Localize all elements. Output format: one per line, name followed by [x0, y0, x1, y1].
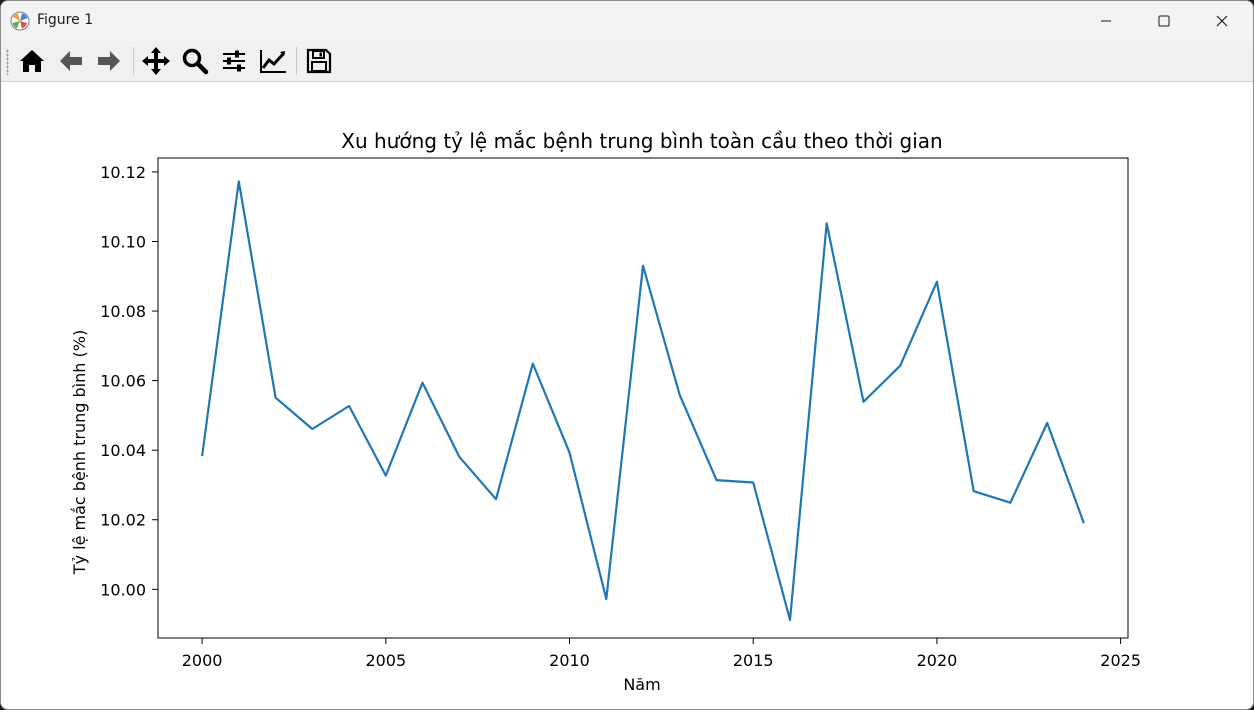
title-bar: Figure 1	[1, 1, 1253, 41]
chart-title: Xu hướng tỷ lệ mắc bệnh trung bình toàn …	[341, 129, 942, 153]
edit-axis-button[interactable]	[256, 45, 290, 77]
configure-subplots-button[interactable]	[217, 45, 251, 77]
save-button[interactable]	[302, 45, 336, 77]
arrow-right-icon	[98, 51, 120, 71]
minimize-button[interactable]	[1077, 1, 1135, 41]
move-icon	[142, 47, 170, 75]
zoom-button[interactable]	[178, 45, 212, 77]
line-chart-icon	[260, 50, 286, 73]
maximize-button[interactable]	[1135, 1, 1193, 41]
x-tick-label: 2025	[1100, 651, 1141, 670]
x-tick-label: 2020	[917, 651, 958, 670]
magnifier-icon	[182, 48, 209, 75]
y-tick-label: 10.12	[100, 163, 146, 182]
close-button[interactable]	[1193, 1, 1251, 41]
matplotlib-icon	[10, 11, 30, 31]
plot-area-frame	[157, 157, 1129, 639]
close-icon	[1216, 15, 1228, 27]
navigation-toolbar	[1, 41, 1253, 82]
line-chart: Xu hướng tỷ lệ mắc bệnh trung bình toàn …	[70, 129, 1141, 694]
window-title: Figure 1	[37, 12, 94, 28]
sliders-icon	[223, 50, 245, 72]
home-icon	[20, 50, 44, 72]
figure-canvas[interactable]: Xu hướng tỷ lệ mắc bệnh trung bình toàn …	[1, 82, 1253, 709]
arrow-left-icon	[60, 51, 82, 71]
pan-button[interactable]	[139, 45, 173, 77]
forward-button[interactable]	[92, 45, 126, 77]
home-button[interactable]	[15, 45, 49, 77]
x-axis-label: Năm	[623, 675, 660, 694]
minimize-icon	[1101, 20, 1111, 22]
x-tick-label: 2005	[365, 651, 406, 670]
y-tick-label: 10.04	[100, 441, 146, 460]
y-tick-label: 10.00	[100, 580, 146, 599]
series-line	[201, 180, 1085, 621]
axis-ticks: 2000 2005 2010 2015 2020 2025 10.00 10.02 10.04 1…	[100, 163, 1141, 670]
floppy-disk-icon	[306, 48, 332, 74]
toolbar-grip	[6, 49, 9, 75]
toolbar-separator	[133, 47, 134, 75]
x-tick-label: 2015	[733, 651, 774, 670]
y-tick-label: 10.08	[100, 302, 146, 321]
back-button[interactable]	[54, 45, 88, 77]
y-tick-label: 10.02	[100, 511, 146, 530]
y-tick-label: 10.06	[100, 372, 146, 391]
y-axis-label: Tỷ lệ mắc bệnh trung bình (%)	[70, 330, 89, 575]
maximize-icon	[1158, 15, 1170, 27]
toolbar-separator	[296, 47, 297, 75]
y-tick-label: 10.10	[100, 232, 146, 251]
x-tick-label: 2000	[182, 651, 223, 670]
x-tick-label: 2010	[549, 651, 590, 670]
